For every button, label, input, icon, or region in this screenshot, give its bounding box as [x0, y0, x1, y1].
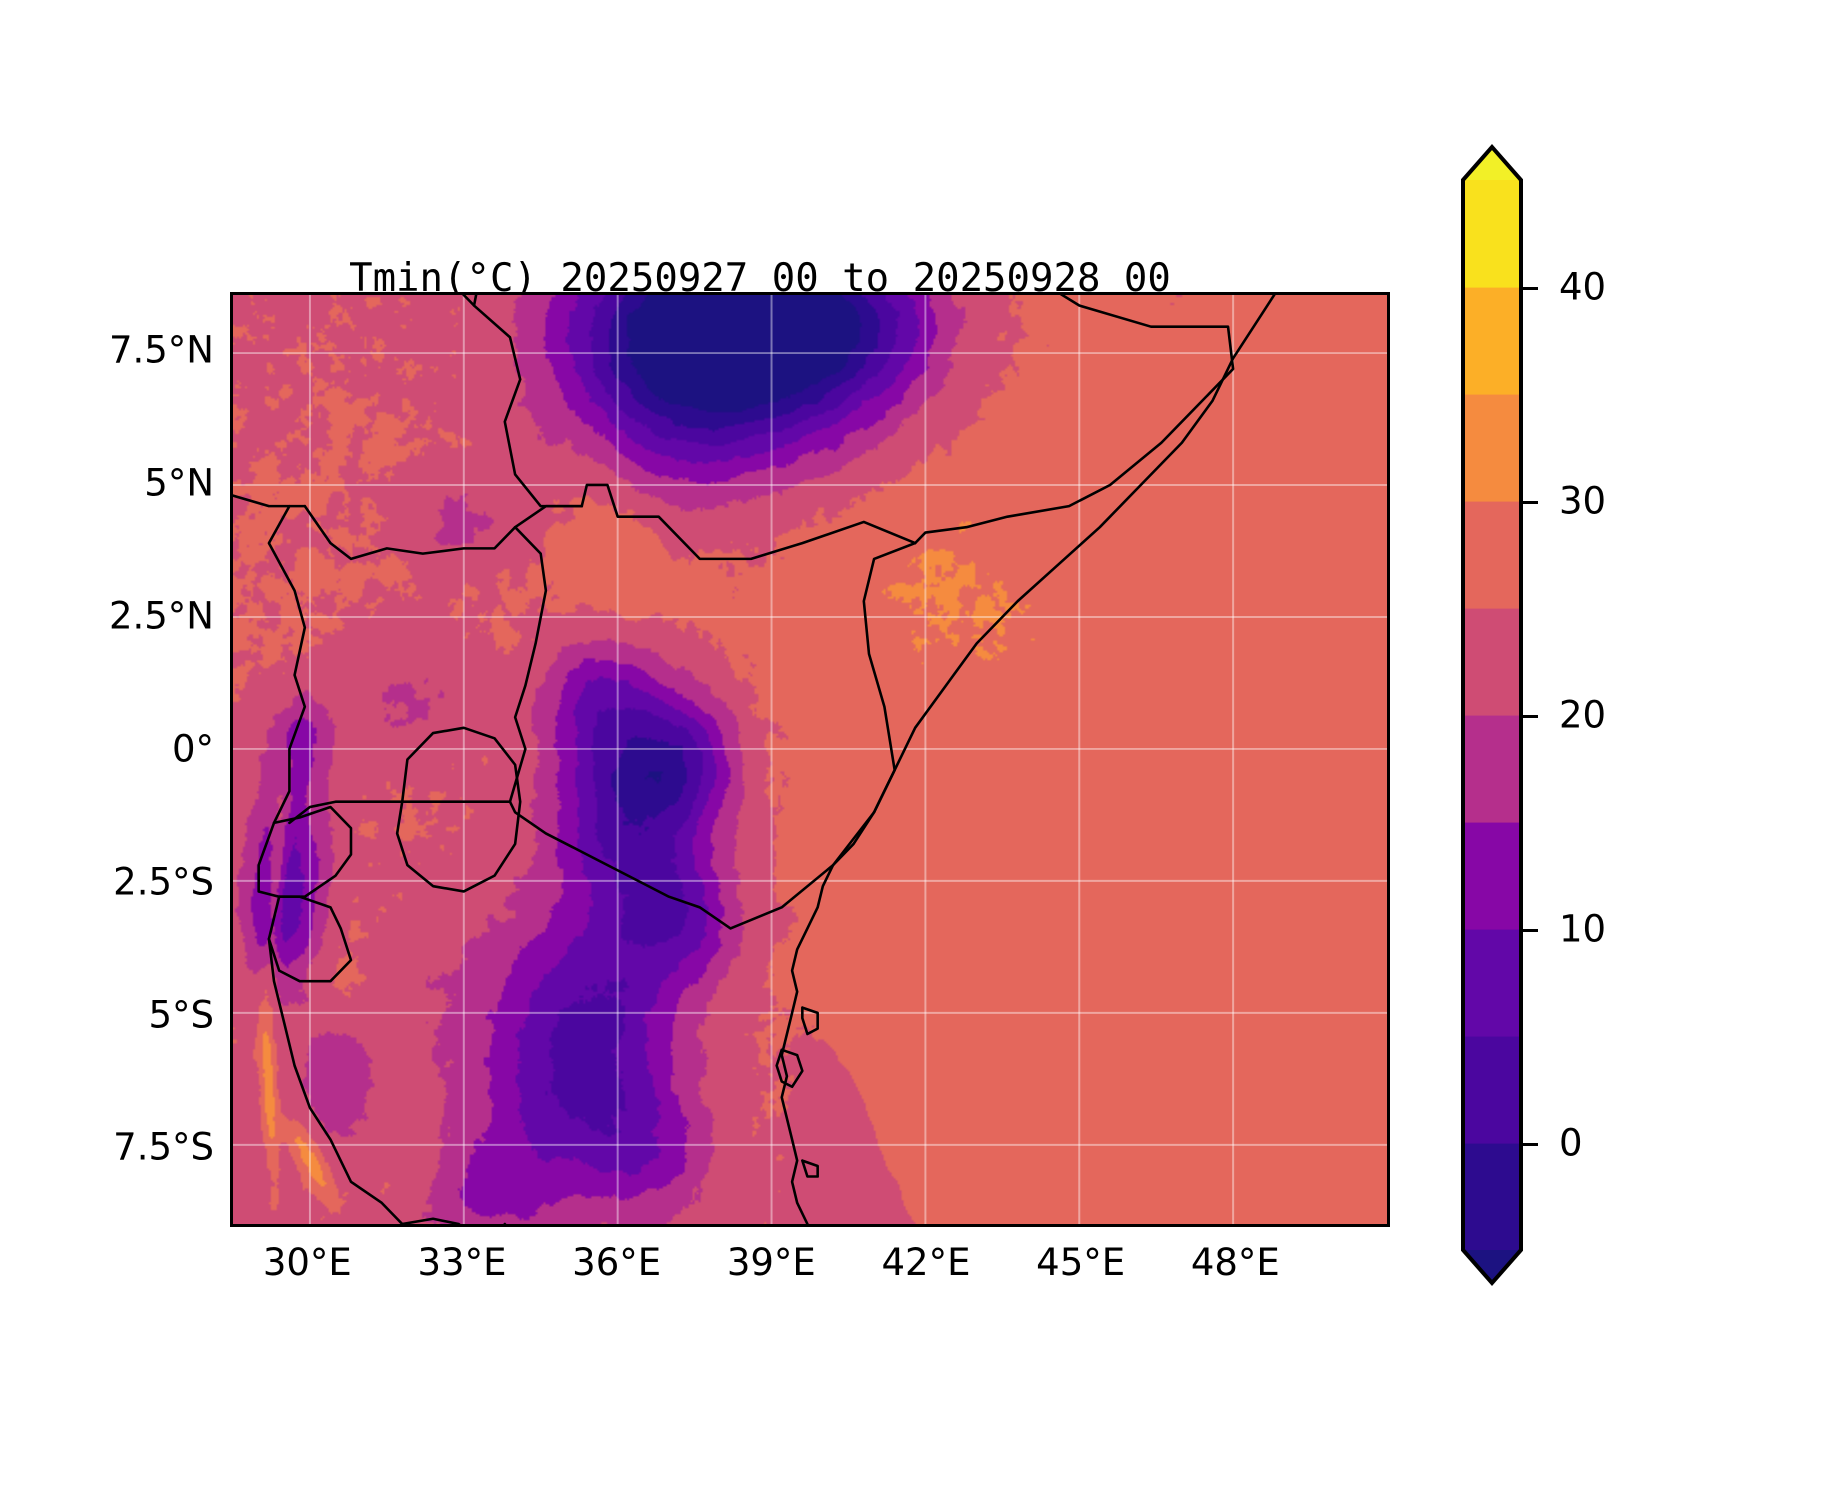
colorbar-tick-label: 0: [1559, 1121, 1583, 1165]
latitude-tick-label: 7.5°N: [108, 328, 214, 372]
latitude-tick-label: 7.5°S: [113, 1125, 214, 1169]
colorbar-extend-max-arrow: [1463, 147, 1521, 180]
colorbar-tick-mark: [1521, 929, 1538, 932]
colorbar-band: [1463, 1143, 1521, 1251]
colorbar-band: [1463, 501, 1521, 609]
latitude-tick-label: 5°S: [148, 993, 214, 1036]
colorbar-tick-mark: [1521, 1143, 1538, 1146]
colorbar-band: [1463, 715, 1521, 823]
colorbar-tick-mark: [1521, 287, 1538, 290]
map-plot-area: [230, 292, 1390, 1227]
longitude-tick-label: 48°E: [1190, 1241, 1280, 1284]
colorbar-graphic: [1461, 143, 1523, 1287]
longitude-tick-label: 45°E: [1036, 1241, 1126, 1284]
colorbar-extend-min-arrow: [1463, 1250, 1521, 1283]
colorbar-tick-labels: 0 10 20 30 40: [1521, 180, 1721, 1250]
colorbar-tick-label: 10: [1559, 907, 1607, 951]
colorbar-band: [1463, 929, 1521, 1037]
colorbar-outline: [1461, 143, 1523, 1287]
longitude-tick-labels: 30°E 33°E 36°E 39°E 42°E 45°E 48°E: [230, 1227, 1390, 1317]
colorbar-band: [1463, 1036, 1521, 1144]
latitude-tick-label: 5°N: [144, 461, 214, 505]
colorbar-band: [1463, 287, 1521, 395]
longitude-tick-label: 33°E: [417, 1241, 507, 1284]
colorbar-tick-mark: [1521, 501, 1538, 504]
colorbar-band: [1463, 608, 1521, 716]
colorbar-tick-mark: [1521, 715, 1538, 718]
latitude-tick-label: 2.5°S: [113, 860, 214, 904]
temperature-contour-field: [233, 295, 1387, 1224]
colorbar: [1461, 143, 1523, 1287]
colorbar-tick-label: 30: [1559, 479, 1607, 523]
longitude-tick-label: 36°E: [572, 1241, 662, 1284]
latitude-tick-label: 0°: [171, 727, 214, 771]
longitude-tick-label: 39°E: [726, 1241, 816, 1284]
colorbar-band: [1463, 180, 1521, 288]
colorbar-band: [1463, 394, 1521, 502]
colorbar-tick-label: 40: [1559, 265, 1607, 309]
latitude-tick-label: 2.5°N: [108, 594, 214, 638]
colorbar-band: [1463, 822, 1521, 930]
latitude-tick-labels: 7.5°N 5°N 2.5°N 0° 2.5°S 5°S 7.5°S: [0, 292, 214, 1227]
longitude-tick-label: 30°E: [262, 1241, 352, 1284]
longitude-tick-label: 42°E: [881, 1241, 971, 1284]
colorbar-tick-label: 20: [1559, 693, 1607, 737]
